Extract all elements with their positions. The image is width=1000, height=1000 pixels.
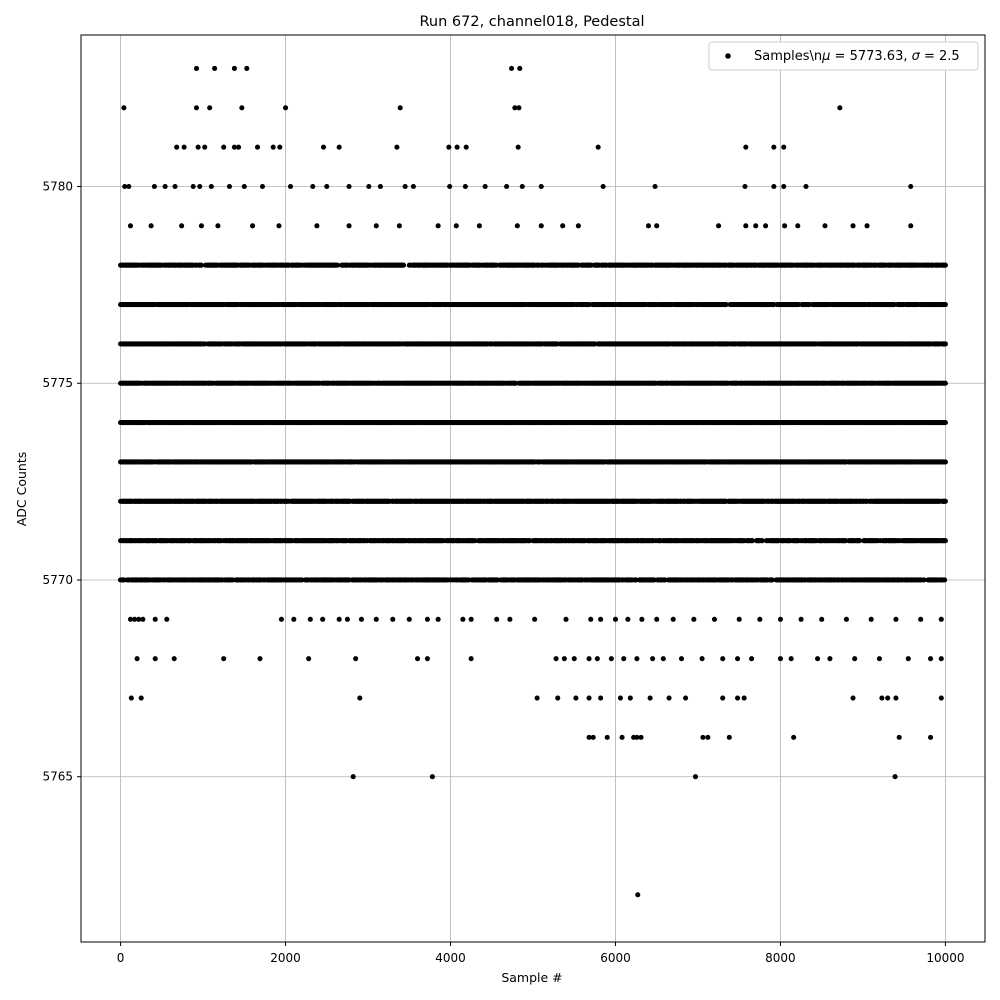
sample-point: [942, 577, 948, 583]
sample-point: [942, 538, 948, 544]
sample-point: [942, 420, 948, 426]
sample-point: [921, 577, 927, 583]
sample-point: [942, 459, 948, 465]
chart-title: Run 672, channel018, Pedestal: [419, 14, 644, 30]
data-points: [118, 65, 948, 898]
sample-point: [942, 498, 948, 504]
sample-point: [759, 538, 765, 544]
sample-point: [857, 538, 863, 544]
sample-point: [749, 538, 755, 544]
sample-point: [769, 577, 775, 583]
